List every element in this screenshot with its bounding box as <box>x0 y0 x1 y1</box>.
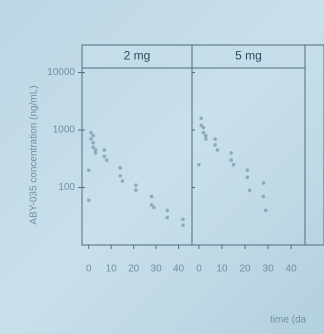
point <box>87 198 91 202</box>
point <box>181 224 185 228</box>
point <box>246 176 250 180</box>
x-tick-label: 0 <box>86 264 92 275</box>
y-tick-label: 100 <box>58 182 75 193</box>
panel-frame <box>192 68 305 245</box>
panel-title: 5 mg <box>235 49 262 63</box>
point <box>197 163 201 167</box>
point <box>152 206 156 210</box>
point <box>103 154 107 158</box>
point <box>121 179 125 183</box>
point <box>150 195 154 199</box>
point <box>232 163 236 167</box>
point <box>213 143 217 147</box>
point <box>91 134 95 138</box>
panel-frame <box>305 45 324 245</box>
point <box>229 158 233 162</box>
point <box>166 216 170 220</box>
x-tick-label: 10 <box>216 264 228 275</box>
point <box>202 131 206 135</box>
point <box>262 195 266 199</box>
x-tick-label: 30 <box>263 264 275 275</box>
x-tick-label: 0 <box>196 264 202 275</box>
point <box>87 168 91 172</box>
point <box>202 126 206 130</box>
point <box>213 137 217 141</box>
y-tick-label: 1000 <box>53 125 76 136</box>
point <box>264 209 268 213</box>
point <box>204 137 208 141</box>
panel-title: 2 mg <box>124 49 151 63</box>
point <box>246 168 250 172</box>
point <box>166 209 170 213</box>
x-tick-label: 40 <box>173 264 185 275</box>
x-tick-label: 10 <box>106 264 118 275</box>
point <box>248 188 252 192</box>
point <box>199 117 203 121</box>
x-tick-label: 20 <box>239 264 251 275</box>
x-tick-label: 30 <box>151 264 163 275</box>
point <box>118 166 122 170</box>
x-tick-label: 20 <box>128 264 140 275</box>
panel-frame <box>82 68 192 245</box>
point <box>204 134 208 138</box>
point <box>134 188 138 192</box>
x-axis-label: time (da <box>270 315 307 326</box>
point <box>89 137 93 141</box>
point <box>118 174 122 178</box>
x-tick-label: 40 <box>286 264 298 275</box>
y-tick-label: 10000 <box>47 67 75 78</box>
chart: 2 mg100100010000010203040ABY-035 concent… <box>0 0 324 334</box>
point <box>103 148 107 152</box>
point <box>229 151 233 155</box>
point <box>89 131 93 135</box>
point <box>105 158 109 162</box>
point <box>91 141 95 145</box>
point <box>94 151 98 155</box>
point <box>262 181 266 185</box>
y-axis-label: ABY-035 concentration (ng/mL) <box>29 85 40 224</box>
point <box>216 148 220 152</box>
point <box>134 183 138 187</box>
point <box>181 217 185 221</box>
